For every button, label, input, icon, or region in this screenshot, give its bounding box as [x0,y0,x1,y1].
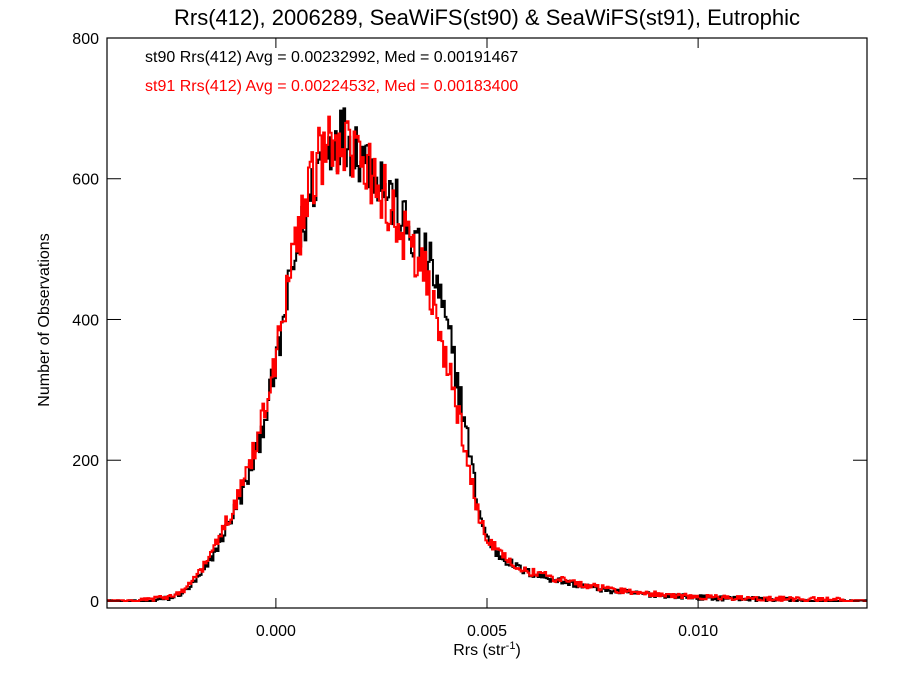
x-tick-label-2: 0.010 [678,623,718,640]
x-tick-label-1: 0.005 [467,623,507,640]
chart-title: Rrs(412), 2006289, SeaWiFS(st90) & SeaWi… [174,5,800,30]
y-tick-labels: 0 200 400 600 800 [72,31,99,611]
series-st91-line [107,115,867,602]
x-axis-label-end: ) [515,642,520,659]
legend-st90: st90 Rrs(412) Avg = 0.00232992, Med = 0.… [145,49,518,66]
x-tick-labels: 0.000 0.005 0.010 [256,623,718,640]
y-axis-label: Number of Observations [36,233,53,406]
x-axis-label-superscript: -1 [506,640,516,652]
x-axis-label: Rrs (str-1) [453,640,521,659]
x-tick-label-0: 0.000 [256,623,296,640]
y-tick-label-2: 400 [72,312,99,329]
ticks-layer [107,37,867,608]
y-tick-label-3: 600 [72,172,99,189]
y-tick-label-4: 800 [72,31,99,48]
y-tick-label-0: 0 [90,594,99,611]
plot-frame [106,37,868,609]
y-tick-label-1: 200 [72,453,99,470]
x-axis-label-main: Rrs (str [453,642,506,659]
series-layer [107,107,867,602]
legend-st91: st91 Rrs(412) Avg = 0.00224532, Med = 0.… [145,78,518,95]
